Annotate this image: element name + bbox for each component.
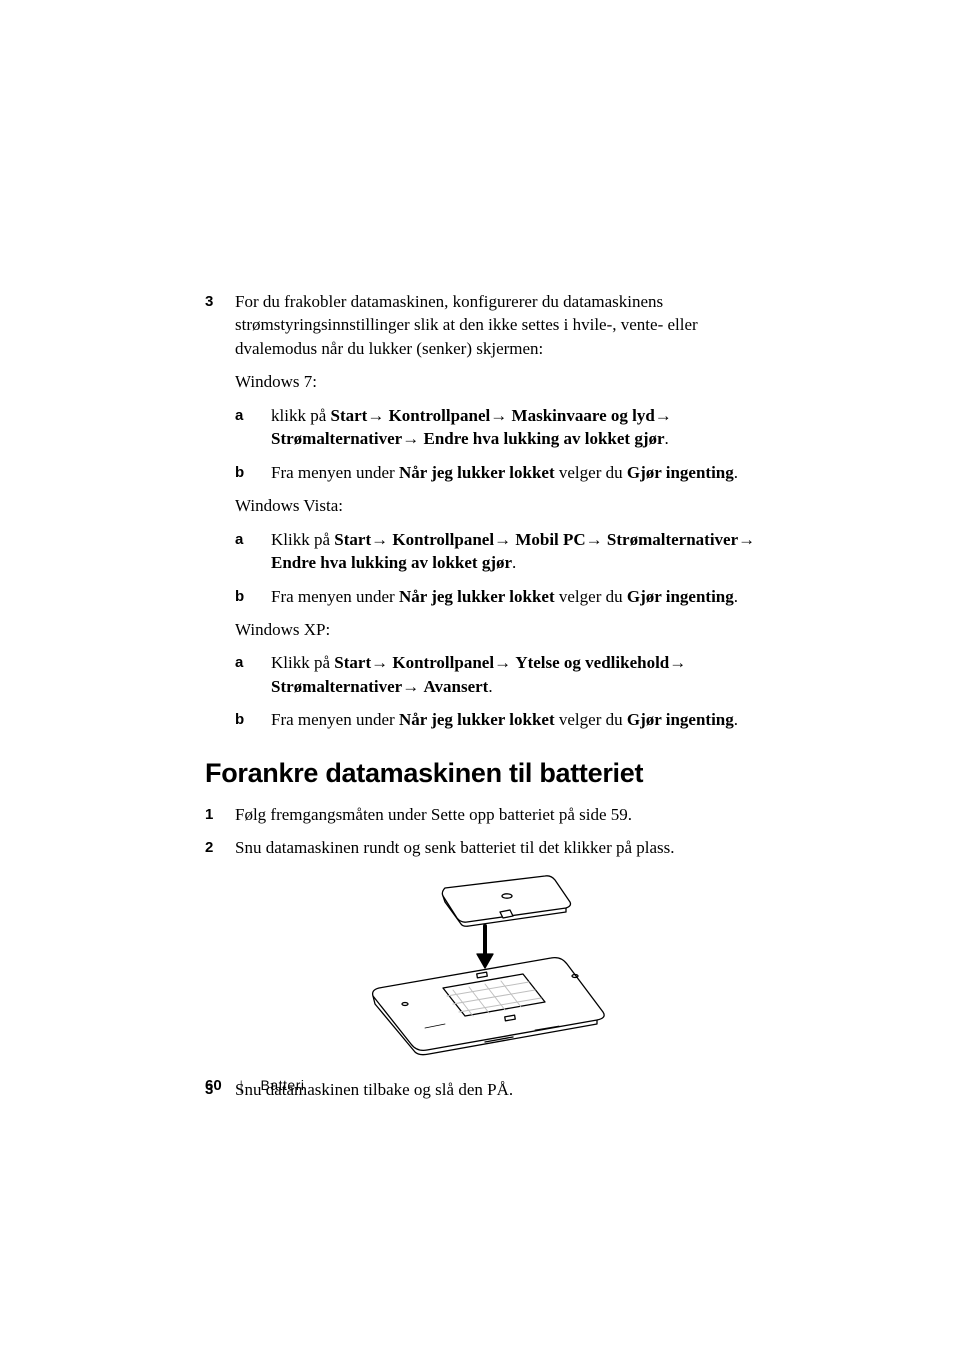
win7-b-mid: velger du (555, 463, 627, 482)
arrow-icon: → (402, 677, 419, 696)
arrow-icon: → (367, 406, 384, 425)
win7-a-p4: Endre hva lukking av lokket gjør (423, 429, 664, 448)
vista-a-p4: Endre hva lukking av lokket gjør (271, 553, 512, 572)
step3-text: For du frakobler datamaskinen, konfigure… (235, 292, 698, 358)
xp-b-letter: b (235, 710, 244, 731)
xp-a-p2: Ytelse og vedlikehold (515, 653, 669, 672)
footer-separator: | (240, 1079, 243, 1095)
vista-b-letter: b (235, 587, 244, 608)
section-step3: 3 Snu datamaskinen tilbake og slå den PÅ… (235, 1078, 765, 1101)
xp-label: Windows XP: (235, 618, 765, 641)
arrow-icon: → (494, 530, 511, 549)
vista-b-mid: velger du (555, 587, 627, 606)
arrow-icon: → (586, 530, 603, 549)
win7-a: a klikk på Start→ Kontrollpanel→ Maskinv… (271, 404, 765, 451)
arrow-icon: → (494, 653, 511, 672)
xp-a-p0: Start (334, 653, 371, 672)
arrow-icon: → (371, 530, 388, 549)
win7-b-prefix: Fra menyen under (271, 463, 399, 482)
xp-b-bold1: Når jeg lukker lokket (399, 710, 555, 729)
vista-label: Windows Vista: (235, 494, 765, 517)
win7-a-p3: Strømalternativer (271, 429, 402, 448)
chapter-name: Batteri (261, 1077, 305, 1093)
vista-b: b Fra menyen under Når jeg lukker lokket… (271, 585, 765, 608)
step3-number: 3 (205, 292, 213, 313)
win7-b-bold1: Når jeg lukker lokket (399, 463, 555, 482)
xp-a-p1: Kontrollpanel (392, 653, 494, 672)
step3-item: 3 For du frakobler datamaskinen, konfigu… (235, 290, 765, 360)
win7-a-letter: a (235, 406, 243, 427)
xp-a-letter: a (235, 653, 243, 674)
arrow-icon: → (490, 406, 507, 425)
vista-b-prefix: Fra menyen under (271, 587, 399, 606)
xp-a: a Klikk på Start→ Kontrollpanel→ Ytelse … (271, 651, 765, 698)
battery-dock-illustration (335, 870, 635, 1060)
vista-a-p2: Mobil PC (515, 530, 585, 549)
xp-b-mid: velger du (555, 710, 627, 729)
win7-a-p0: Start (331, 406, 368, 425)
section-step1-text: Følg fremgangsmåten under Sette opp batt… (235, 805, 632, 824)
section-step2-text: Snu datamaskinen rundt og senk batteriet… (235, 838, 675, 857)
vista-a: a Klikk på Start→ Kontrollpanel→ Mobil P… (271, 528, 765, 575)
win7-b-letter: b (235, 463, 244, 484)
win7-a-p2: Maskinvaare og lyd (512, 406, 655, 425)
vista-a-p1: Kontrollpanel (392, 530, 494, 549)
win7-a-p1: Kontrollpanel (389, 406, 491, 425)
xp-a-p3: Strømalternativer (271, 677, 402, 696)
vista-a-p0: Start (334, 530, 371, 549)
xp-b-prefix: Fra menyen under (271, 710, 399, 729)
section-step2-num: 2 (205, 838, 213, 859)
page-footer: 60 | Batteri (205, 1077, 304, 1095)
section-step2: 2 Snu datamaskinen rundt og senk batteri… (235, 836, 765, 859)
vista-b-bold1: Når jeg lukker lokket (399, 587, 555, 606)
xp-a-prefix: Klikk på (271, 653, 334, 672)
section-step1-num: 1 (205, 805, 213, 826)
win7-b-bold2: Gjør ingenting (627, 463, 734, 482)
xp-b: b Fra menyen under Når jeg lukker lokket… (271, 708, 765, 731)
vista-a-prefix: Klikk på (271, 530, 334, 549)
win7-label: Windows 7: (235, 370, 765, 393)
xp-b-bold2: Gjør ingenting (627, 710, 734, 729)
section-step1: 1 Følg fremgangsmåten under Sette opp ba… (235, 803, 765, 826)
section-heading: Forankre datamaskinen til batteriet (205, 758, 765, 789)
vista-a-letter: a (235, 530, 243, 551)
arrow-icon: → (655, 406, 672, 425)
page-number: 60 (205, 1077, 222, 1094)
content-region: 3 For du frakobler datamaskinen, konfigu… (205, 290, 765, 1111)
arrow-icon: → (669, 653, 686, 672)
win7-b: b Fra menyen under Når jeg lukker lokket… (271, 461, 765, 484)
page: 3 For du frakobler datamaskinen, konfigu… (0, 0, 954, 1350)
arrow-icon: → (738, 530, 755, 549)
vista-a-p3: Strømalternativer (607, 530, 738, 549)
arrow-icon: → (371, 653, 388, 672)
arrow-icon: → (402, 429, 419, 448)
win7-a-prefix: klikk på (271, 406, 331, 425)
vista-b-bold2: Gjør ingenting (627, 587, 734, 606)
xp-a-p4: Avansert (423, 677, 488, 696)
